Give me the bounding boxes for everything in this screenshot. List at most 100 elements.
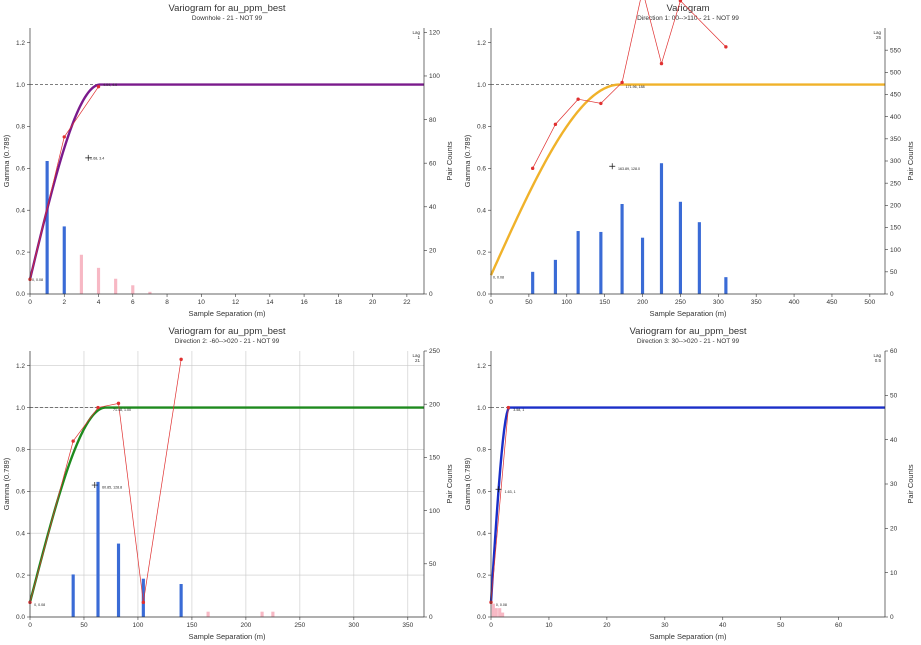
y2-tick-label: 80 (429, 117, 437, 124)
pair-count-bar (491, 603, 495, 617)
experimental-line (490, 407, 509, 603)
y-axis-label: Gamma (0.789) (2, 457, 11, 510)
experimental-point (141, 600, 146, 605)
y2-tick-label: 0 (890, 291, 894, 298)
lag-value: 0.5 (875, 358, 882, 363)
lag-value: 25 (876, 35, 882, 40)
y-tick-label: 0.8 (16, 447, 25, 454)
experimental-point (179, 357, 183, 362)
x-tick-label: 250 (294, 622, 305, 629)
pair-count-bar (114, 278, 118, 294)
annotation-label: 171.96, 188 (626, 85, 645, 89)
x-tick-label: 12 (232, 299, 240, 306)
pair-count-bar (678, 201, 682, 294)
experimental-point (71, 439, 75, 443)
y2-tick-label: 50 (890, 393, 898, 400)
pair-count-bar (494, 608, 498, 617)
x-tick-label: 16 (300, 299, 308, 306)
pair-count-bar (96, 267, 101, 294)
chart-subtitle: Direction 2: -60-->020 - 21 - NOT 99 (175, 338, 280, 345)
pair-count-bar (131, 285, 135, 294)
y-tick-label: 0.0 (16, 614, 25, 621)
cross-marker (495, 486, 502, 493)
experimental-point (576, 97, 580, 101)
y-tick-label: 0.4 (16, 207, 25, 214)
experimental-line (29, 359, 182, 603)
y2-tick-label: 100 (890, 247, 901, 254)
chart-subtitle: Direction 1: 00-->110 - 21 - NOT 99 (637, 15, 739, 22)
y2-tick-label: 20 (890, 526, 898, 533)
annotation-label: 0, 0.08 (34, 603, 45, 607)
pair-count-bar (498, 608, 502, 617)
x-tick-label: 400 (789, 299, 800, 306)
x-axis-label: Sample Separation (m) (649, 309, 727, 318)
x-tick-label: 60 (835, 622, 843, 629)
chart-subtitle: Direction 3: 30-->020 - 21 - NOT 99 (637, 338, 740, 345)
y-tick-label: 1.2 (16, 363, 25, 370)
y2-tick-label: 0 (429, 614, 433, 621)
variogram-panel-direction-2: Variogram for au_ppm_best Direction 2: -6… (0, 323, 460, 645)
y2-tick-label: 250 (429, 348, 440, 355)
y-tick-label: 1.2 (477, 363, 486, 370)
y-tick-label: 0.8 (16, 124, 25, 131)
experimental-point (96, 84, 101, 89)
x-tick-label: 50 (80, 622, 88, 629)
pair-count-bar (640, 237, 645, 294)
y-tick-label: 1.2 (477, 40, 486, 47)
pair-count-bar (620, 204, 624, 294)
variogram-panel-direction-1: Variogram Direction 1: 00-->110 - 21 - NO… (461, 0, 921, 322)
pair-count-bar (553, 259, 557, 294)
cross-marker (609, 163, 616, 170)
x-tick-label: 350 (402, 622, 413, 629)
chart-title: Variogram for au_ppm_best (168, 3, 285, 14)
x-tick-label: 4 (97, 299, 101, 306)
variogram-panel-direction-3: Variogram for au_ppm_best Direction 3: 30… (461, 323, 921, 645)
pair-count-bar (79, 254, 83, 294)
chart-title: Variogram for au_ppm_best (629, 326, 746, 337)
annotation-label: 0, 0.08 (496, 603, 507, 607)
x-tick-label: 40 (719, 622, 727, 629)
y2-tick-label: 150 (890, 225, 901, 232)
lag-label: Lag (412, 353, 420, 358)
annotation-label: 4.04, 4.0 (103, 83, 117, 87)
x-tick-label: 10 (545, 622, 553, 629)
experimental-point (530, 166, 535, 171)
x-tick-label: 500 (864, 299, 875, 306)
y2-tick-label: 550 (890, 47, 901, 54)
y-tick-label: 0.6 (477, 166, 486, 173)
experimental-point (553, 122, 558, 127)
y-axis-label: Gamma (0.789) (463, 134, 472, 187)
x-tick-label: 250 (675, 299, 686, 306)
x-axis-label: Sample Separation (m) (188, 632, 266, 641)
y2-tick-label: 250 (890, 180, 901, 187)
annotation-label: 3.58, 1 (513, 408, 524, 412)
pair-count-bar (206, 611, 210, 617)
y-tick-label: 1.0 (477, 405, 486, 412)
y2-axis-label: Pair Counts (906, 141, 915, 180)
y2-tick-label: 60 (429, 160, 437, 167)
y2-tick-label: 50 (429, 561, 437, 568)
x-tick-label: 20 (369, 299, 377, 306)
cross-marker (91, 482, 98, 489)
annotation-label: 1.63, 1 (505, 490, 516, 494)
model-curve (489, 406, 885, 603)
y-tick-label: 0.8 (477, 447, 486, 454)
experimental-point (599, 101, 603, 106)
experimental-point (62, 135, 66, 139)
annotation-label: 0, 0.08 (32, 278, 43, 282)
pair-count-bar (179, 584, 183, 617)
x-tick-label: 350 (751, 299, 762, 306)
lag-value: 1 (417, 35, 420, 40)
x-tick-label: 0 (28, 299, 32, 306)
model-curve (489, 83, 885, 276)
y2-tick-label: 40 (890, 437, 898, 444)
y2-tick-label: 0 (429, 291, 433, 298)
annotation-label: 163.89, 128.0 (618, 167, 640, 171)
x-tick-label: 2 (62, 299, 66, 306)
y2-tick-label: 0 (890, 614, 894, 621)
x-tick-label: 20 (603, 622, 611, 629)
y-tick-label: 1.0 (477, 82, 486, 89)
lag-label: Lag (873, 353, 881, 358)
